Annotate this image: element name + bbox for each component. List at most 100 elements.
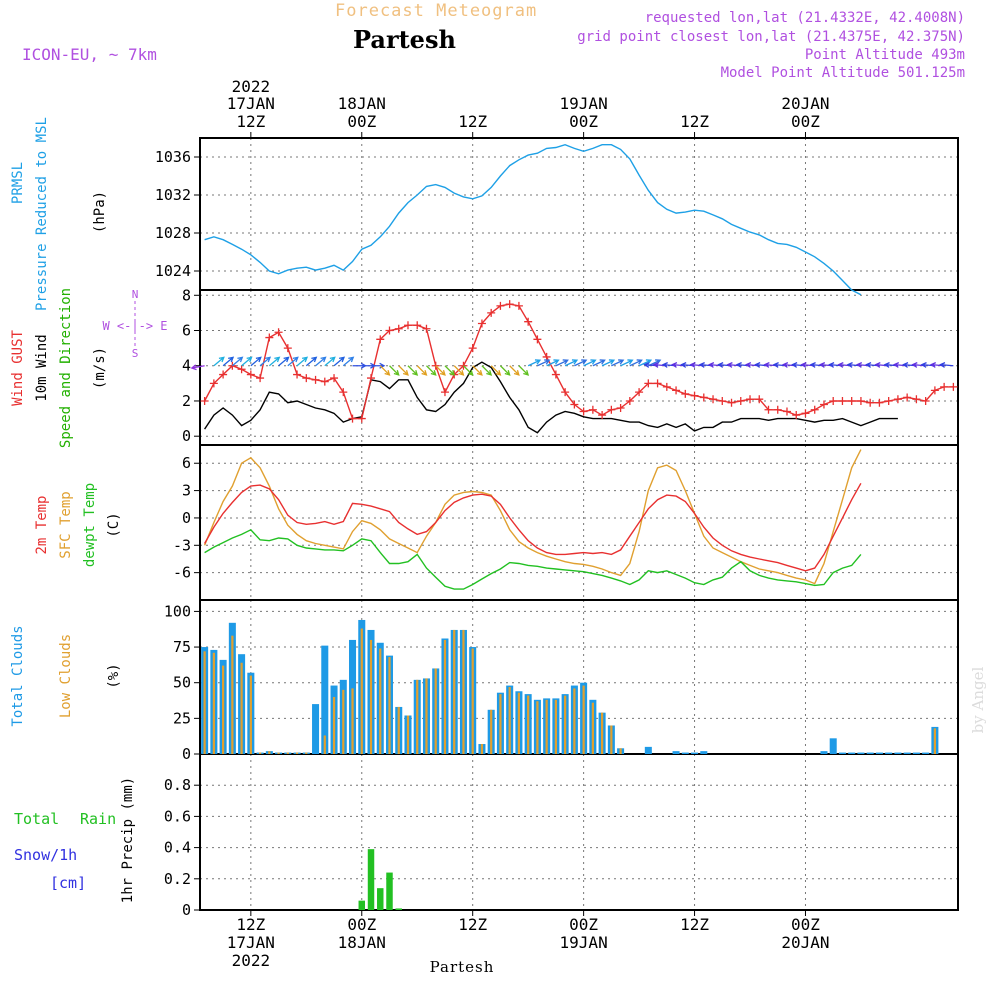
panel4-unit: (%) <box>106 663 122 688</box>
total-cloud-bar <box>829 738 837 754</box>
wind-arrow <box>601 359 616 367</box>
total-cloud-bar <box>922 752 930 754</box>
low-cloud-bar <box>212 652 215 754</box>
y-tick-label: 0 <box>182 901 191 919</box>
bottom-axis-label: 20JAN <box>781 933 829 952</box>
panel2-unit: (m/s) <box>92 347 108 389</box>
wind-arrow <box>518 365 530 376</box>
y-tick-label: 0.6 <box>164 807 191 825</box>
low-cloud-bar <box>369 639 373 754</box>
low-cloud-bar <box>490 709 493 754</box>
bottom-axis-label: 12Z <box>458 915 487 934</box>
low-cloud-bar <box>406 715 410 754</box>
panel-frame <box>199 289 959 446</box>
gust-marker <box>533 335 542 344</box>
wind-arrow <box>305 356 318 367</box>
y-tick-label: -3 <box>173 536 191 554</box>
low-cloud-bar <box>471 648 474 754</box>
wind-arrow <box>444 365 456 376</box>
y-tick-label: 2 <box>182 392 191 410</box>
low-cloud-bar <box>462 629 465 754</box>
gust-marker <box>440 388 449 397</box>
y-tick-label: -6 <box>173 564 191 582</box>
low-cloud-bar <box>332 696 336 754</box>
total-cloud-bar <box>321 645 329 754</box>
bottom-axis-label: 00Z <box>347 915 376 934</box>
low-cloud-bar <box>277 752 280 754</box>
wind-arrow <box>342 356 355 367</box>
wind-arrow <box>250 356 262 367</box>
panel1-unit: (hPa) <box>92 191 108 233</box>
top-axis-label: 17JAN <box>227 94 275 113</box>
bottom-axis-label: 00Z <box>569 915 598 934</box>
total-cloud-bar <box>820 751 828 754</box>
panel5-label: Total <box>14 810 59 828</box>
low-cloud-bar <box>342 689 345 754</box>
total-cloud-bar <box>875 752 883 754</box>
model-label: ICON-EU, ~ 7km <box>22 45 157 64</box>
panel3-label: SFC Temp <box>58 491 74 558</box>
gust-marker <box>653 379 662 388</box>
total-cloud-bar <box>691 752 699 754</box>
low-cloud-bar <box>545 699 548 754</box>
low-cloud-bar <box>203 651 206 754</box>
gust-marker <box>782 407 791 416</box>
low-cloud-bar <box>536 701 539 754</box>
y-tick-label: 0 <box>182 427 191 445</box>
total-cloud-bar <box>866 752 874 754</box>
y-tick-label: 25 <box>173 709 191 727</box>
gust-marker <box>422 324 431 333</box>
low-cloud-bar <box>564 695 567 754</box>
low-cloud-bar <box>601 712 604 754</box>
requested-coords: requested lon,lat (21.4332E, 42.4008N) <box>645 10 965 26</box>
panel4-label: Low Clouds <box>58 634 74 718</box>
dewpoint-line <box>204 528 862 590</box>
low-cloud-bar <box>453 629 456 754</box>
gust-marker <box>773 405 782 414</box>
wind-arrow <box>241 356 253 367</box>
gust-marker <box>635 388 644 397</box>
gust-marker <box>505 300 514 309</box>
total-cloud-bar <box>681 752 689 754</box>
gust-marker <box>551 370 560 379</box>
wind-arrow <box>315 356 327 367</box>
panel4-label: Total Clouds <box>10 625 26 726</box>
temp-2m-line <box>203 482 862 572</box>
gust-marker <box>311 375 320 384</box>
gust-marker <box>477 319 486 328</box>
wind-arrow <box>398 365 409 376</box>
gust-marker <box>801 409 810 418</box>
gust-marker <box>810 405 819 414</box>
low-cloud-bar <box>591 702 594 754</box>
y-tick-label: 0.2 <box>164 870 191 888</box>
top-axis-label: 00Z <box>347 112 376 131</box>
wind-arrow <box>453 365 465 376</box>
low-cloud-bar <box>351 688 354 754</box>
gust-marker <box>339 388 348 397</box>
point-altitude: Point Altitude 493m <box>805 47 965 63</box>
panel-frame <box>199 753 959 911</box>
gust-marker <box>302 374 311 383</box>
gust-marker <box>561 388 570 397</box>
low-cloud-bar <box>554 699 557 754</box>
gust-marker <box>727 398 736 407</box>
gust-marker <box>237 365 246 374</box>
low-cloud-bar <box>388 657 391 754</box>
panel-frame <box>199 137 959 291</box>
gust-marker <box>755 395 764 404</box>
bottom-axis-label: 00Z <box>791 915 820 934</box>
gust-marker <box>283 344 292 353</box>
low-cloud-bar <box>323 735 326 754</box>
gust-marker <box>662 382 671 391</box>
wind-arrow <box>472 365 483 376</box>
product-title: Forecast Meteogram <box>335 1 537 21</box>
wind-arrow <box>537 359 551 367</box>
total-cloud-bar <box>672 751 680 754</box>
gust-marker <box>274 328 283 337</box>
gust-marker <box>616 404 625 413</box>
gust-marker <box>866 398 875 407</box>
gust-marker <box>746 395 755 404</box>
gust-marker <box>672 386 681 395</box>
wind-arrow <box>527 359 542 367</box>
gust-marker <box>598 411 607 420</box>
